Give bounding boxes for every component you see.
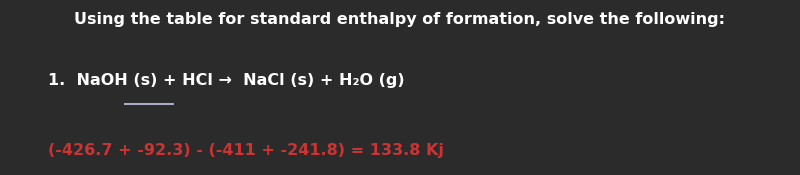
- Text: (-426.7 + -92.3) - (-411 + -241.8) = 133.8 Kj: (-426.7 + -92.3) - (-411 + -241.8) = 133…: [48, 144, 444, 159]
- Text: 1.  NaOH (s) + HCl →  NaCl (s) + H₂O (g): 1. NaOH (s) + HCl → NaCl (s) + H₂O (g): [48, 74, 405, 89]
- Text: Using the table for standard enthalpy of formation, solve the following:: Using the table for standard enthalpy of…: [74, 12, 726, 27]
